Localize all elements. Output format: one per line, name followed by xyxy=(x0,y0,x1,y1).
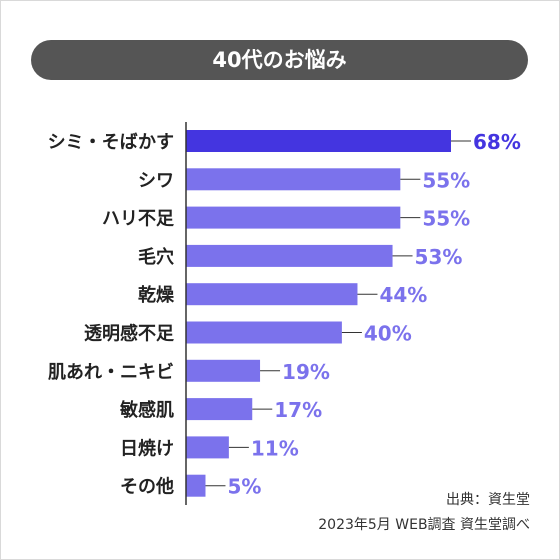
bar xyxy=(186,321,342,344)
value-label: 55% xyxy=(422,207,470,231)
value-label: 19% xyxy=(282,360,330,384)
bar xyxy=(186,474,206,497)
source-note: 出典：資生堂 xyxy=(446,492,530,508)
value-label: 68% xyxy=(473,130,521,154)
value-label: 40% xyxy=(364,322,412,346)
bar xyxy=(186,168,401,191)
bars xyxy=(186,130,451,497)
category-label: 日焼け xyxy=(120,437,174,459)
bar xyxy=(186,206,401,229)
bar xyxy=(186,398,253,421)
bar xyxy=(186,244,393,267)
category-label: シワ xyxy=(138,170,174,191)
category-label: シミ・そばかす xyxy=(48,132,174,153)
category-label: 透明感不足 xyxy=(84,323,174,345)
value-label: 17% xyxy=(274,398,322,422)
category-label: ハリ不足 xyxy=(102,209,174,230)
category-label: 毛穴 xyxy=(138,246,174,268)
bar xyxy=(186,283,358,306)
survey-note: 2023年5月 WEB調査 資生堂調べ xyxy=(318,517,530,533)
value-label: 55% xyxy=(422,168,470,192)
category-label: 敏感肌 xyxy=(119,399,174,421)
value-label: 11% xyxy=(251,436,299,460)
bar xyxy=(186,130,451,152)
bar xyxy=(186,436,229,459)
value-label: 53% xyxy=(415,245,463,269)
bar xyxy=(186,359,261,382)
category-label: 肌あれ・ニキビ xyxy=(48,362,174,383)
value-label: 44% xyxy=(379,283,427,307)
value-label: 5% xyxy=(227,475,261,499)
value-labels: 68%55%55%53%44%40%19%17%11%5% xyxy=(205,130,521,499)
chart-title: 40代のお悩み xyxy=(31,40,528,80)
category-label: 乾燥 xyxy=(138,284,175,306)
category-label: その他 xyxy=(120,476,174,498)
